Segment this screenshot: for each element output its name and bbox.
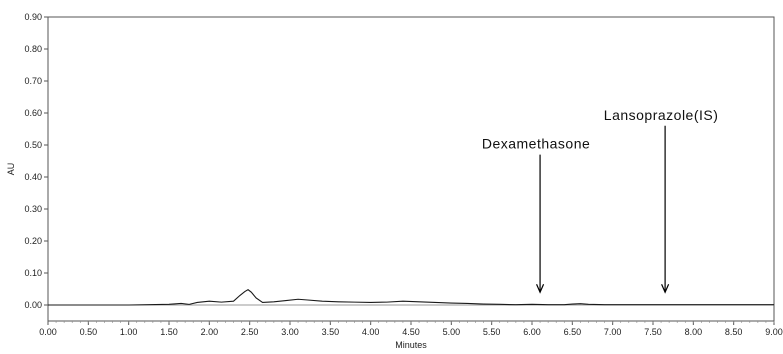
x-tick-label: 5.50: [483, 327, 501, 337]
x-tick-label: 2.00: [201, 327, 219, 337]
x-tick-label: 0.00: [39, 327, 57, 337]
y-tick-label: 0.50: [24, 140, 42, 150]
annotation-arrow-head: [661, 283, 670, 294]
x-tick-label: 1.50: [160, 327, 178, 337]
y-tick-label: 0.90: [24, 12, 42, 22]
x-tick-label: 3.50: [322, 327, 340, 337]
x-tick-label: 8.50: [725, 327, 743, 337]
x-tick-label: 7.50: [644, 327, 662, 337]
y-tick-label: 0.20: [24, 236, 42, 246]
x-tick-label: 1.00: [120, 327, 138, 337]
annotation-label: Lansoprazole(IS): [604, 107, 719, 123]
y-tick-label: 0.70: [24, 76, 42, 86]
annotation-arrow-head: [536, 283, 545, 294]
x-tick-label: 6.00: [523, 327, 541, 337]
x-axis: 0.00 0.50 1.00 1.50 2.00 2.50 3.00 3.50 4.00 4.50…: [39, 321, 783, 337]
y-tick-label: 0.60: [24, 108, 42, 118]
y-tick-label: 0.00: [24, 300, 42, 310]
x-tick-label: 7.00: [604, 327, 622, 337]
y-tick-label: 0.30: [24, 204, 42, 214]
annotation-label: Dexamethasone: [482, 136, 590, 152]
x-tick-label: 8.00: [685, 327, 703, 337]
x-axis-title: Minutes: [395, 340, 427, 350]
peak-annotations: Dexamethasone Lansoprazole(IS): [482, 107, 719, 294]
chromatogram-trace: [48, 288, 774, 306]
x-tick-label: 4.50: [402, 327, 420, 337]
x-tick-label: 6.50: [564, 327, 582, 337]
x-tick-label: 0.50: [80, 327, 98, 337]
y-axis: 0.00 0.10 0.20 0.30 0.40 0.50 0.60 0.70 0.80 0.90: [24, 12, 48, 310]
y-tick-label: 0.10: [24, 268, 42, 278]
y-tick-label: 0.40: [24, 172, 42, 182]
x-tick-label: 2.50: [241, 327, 259, 337]
y-axis-title: AU: [6, 163, 16, 176]
x-tick-label: 5.00: [443, 327, 461, 337]
y-tick-label: 0.80: [24, 44, 42, 54]
x-tick-label: 4.00: [362, 327, 380, 337]
x-tick-label: 3.00: [281, 327, 299, 337]
x-tick-label: 9.00: [765, 327, 783, 337]
